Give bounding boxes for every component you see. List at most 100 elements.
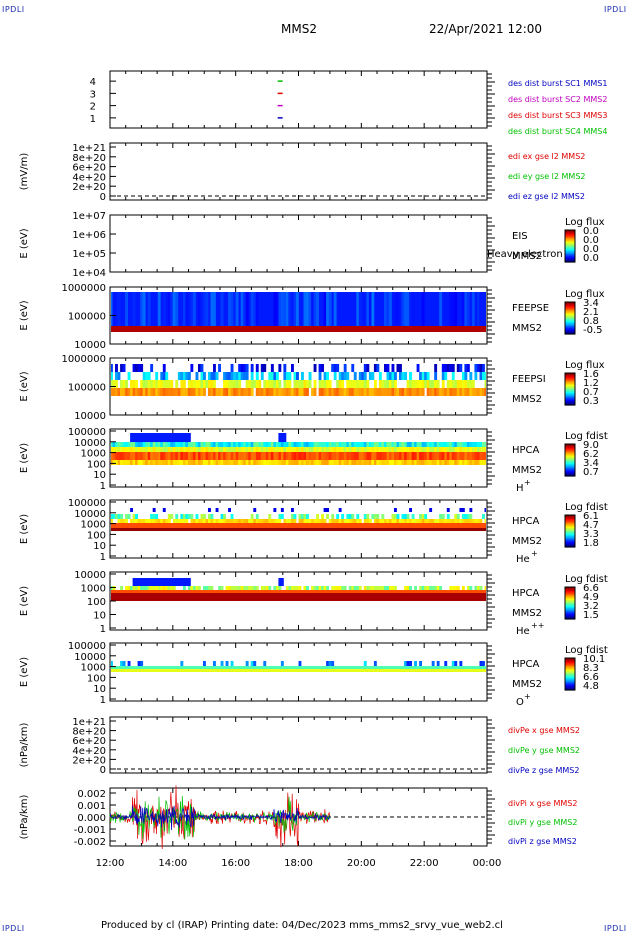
feepsi-band-green xyxy=(245,380,249,388)
feepsi-band-cyan xyxy=(182,372,186,380)
hpca-h-band-green xyxy=(358,447,362,452)
hpca-h-band-lime xyxy=(389,460,392,465)
hpca_h-colorbar-cell xyxy=(565,456,575,458)
feepse-colorbar-cell xyxy=(565,312,575,315)
hpca-he2-red xyxy=(111,593,486,601)
hpca-he2-green xyxy=(160,586,164,590)
hpca-he2-highE xyxy=(157,578,161,586)
hpca-h-highE xyxy=(147,433,151,443)
hpca-o-cyan xyxy=(363,666,367,669)
feepsi-band-yellow xyxy=(240,388,244,396)
hpca-h-band-cyan xyxy=(233,442,237,447)
hpca-he1-orange xyxy=(230,523,234,528)
feepsi-band-yellow xyxy=(338,388,342,396)
hpca-he2-green xyxy=(356,586,360,590)
hpca-h-band-cyan xyxy=(381,442,385,447)
feepse-band-texture xyxy=(205,292,209,326)
hpca-h-band-lime xyxy=(401,460,405,465)
feepse-band-texture xyxy=(142,292,146,326)
hpca-h-band-yellow xyxy=(416,452,420,460)
hpca-he1-orange xyxy=(316,523,319,528)
hpca_h-colorbar-cell xyxy=(565,460,575,462)
hpca-o-green xyxy=(326,669,329,672)
hpca-o-green xyxy=(165,669,169,672)
hpca_he1-colorbar-cell xyxy=(565,541,575,544)
hpca-o-green xyxy=(363,669,367,672)
hpca-o-green xyxy=(391,669,395,672)
hpca_he2-ytick-label: 100 xyxy=(87,597,106,608)
hpca-h-band-cyan xyxy=(396,442,400,447)
hpca_he2-colorbar-cell xyxy=(565,605,575,608)
hpca-he1-cyan xyxy=(406,514,410,519)
hpca-he1-orange xyxy=(303,523,307,528)
feepsi-band-green xyxy=(213,380,216,388)
hpca-he2-yellow xyxy=(316,590,319,593)
hpca_he2-colorbar-frame xyxy=(564,586,576,620)
feepse-colorbar-cell xyxy=(565,326,575,328)
feepsi-band-yellow xyxy=(464,388,468,396)
hpca-h-band-yellow xyxy=(356,452,360,460)
feepse-colorbar-cell xyxy=(565,330,575,332)
hpca-he2-highE xyxy=(280,578,284,586)
feepse-ytick-label: 1000000 xyxy=(61,283,106,294)
feepse-colorbar-cell xyxy=(565,323,575,326)
feepsi-colorbar-label: 1.2 xyxy=(583,378,599,389)
feepsi-band-green xyxy=(394,380,397,388)
feepsi-band-yellow xyxy=(479,388,483,396)
hpca-h-band-cyan xyxy=(288,442,292,447)
hpca-o-dots xyxy=(253,661,257,666)
divpi-ytick-label: 0.002 xyxy=(77,789,106,800)
hpca-h-band-lime xyxy=(368,460,372,465)
hpca-o-cyan xyxy=(333,666,337,669)
feepse-band-texture xyxy=(466,292,470,326)
feepsi-band-green xyxy=(441,380,445,388)
hpca-he2-yellow xyxy=(308,590,312,593)
hpca-he2-highE xyxy=(145,578,149,586)
hpca-o-green xyxy=(223,669,226,672)
feepsi-band-cyan xyxy=(444,372,448,380)
hpca-h-band-yellow xyxy=(343,452,347,460)
hpca-h-band-green xyxy=(401,447,405,452)
hpca-h-band-yellow xyxy=(213,452,216,460)
feepse-band-texture xyxy=(182,292,186,326)
hpca-h-band-yellow xyxy=(386,452,390,460)
hpca-he2-yellow xyxy=(471,590,475,593)
hpca-h-band-lime xyxy=(469,460,473,465)
hpca-he1-green xyxy=(454,519,458,523)
hpca-he1-cyan xyxy=(446,514,450,519)
hpca-o-green xyxy=(348,669,352,672)
hpca-he1-green xyxy=(255,519,259,523)
hpca-h-band-green xyxy=(476,447,480,452)
hpca-h-band-cyan xyxy=(135,442,139,447)
feepsi-band-cyan xyxy=(386,372,390,380)
feepsi-band-yellow xyxy=(170,388,174,396)
hpca-o-cyan xyxy=(198,666,201,669)
hpca-he1-orange xyxy=(429,523,433,528)
feepsi-band-yellow xyxy=(117,388,121,396)
feepsi-band-green xyxy=(142,380,146,388)
feepsi-band-dots xyxy=(137,364,141,372)
hpca-he1-green xyxy=(476,519,480,523)
hpca-h-highE xyxy=(150,433,154,443)
hpca_he1-ylabel: E (eV) xyxy=(19,514,30,544)
hpca-he1-orange xyxy=(384,523,387,528)
hpca_he1-colorbar-cell xyxy=(565,532,575,535)
hpca-h-band-green xyxy=(301,447,304,452)
feepsi-band-dots xyxy=(135,364,138,372)
hpca_he1-colorbar-label: 1.8 xyxy=(583,538,599,549)
hpca-he2-green xyxy=(318,586,322,590)
hpca-h-band-lime xyxy=(429,460,433,465)
x-tick-label: 20:00 xyxy=(347,858,376,869)
hpca-h-band-lime xyxy=(255,460,259,465)
hpca-he2-yellow xyxy=(434,590,438,593)
hpca-h-band-yellow xyxy=(441,452,445,460)
hpca_he1-ytick-label: 100 xyxy=(87,530,106,541)
feepsi-band-cyan xyxy=(142,372,146,380)
feepsi-band-yellow xyxy=(215,388,219,396)
hpca_he1-colorbar-cell xyxy=(565,521,575,524)
hpca-o-green xyxy=(235,669,239,672)
hpca-he1-green xyxy=(409,519,412,523)
feepsi-band-green xyxy=(358,380,362,388)
hpca-h-band-cyan xyxy=(336,442,340,447)
feepse-band-texture xyxy=(394,292,397,326)
